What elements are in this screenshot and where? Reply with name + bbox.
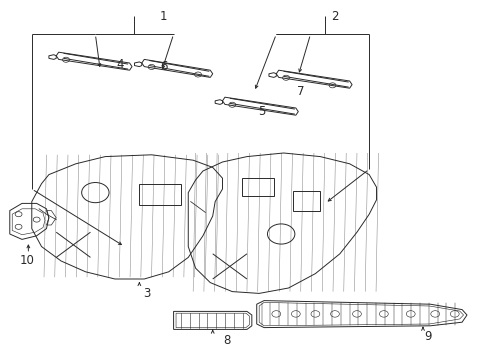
Text: 5: 5 — [257, 105, 265, 118]
Text: 7: 7 — [296, 85, 304, 98]
Text: 10: 10 — [20, 255, 34, 267]
Text: 1: 1 — [160, 10, 167, 23]
Text: 9: 9 — [423, 330, 431, 343]
Text: 4: 4 — [116, 58, 123, 71]
Text: 2: 2 — [330, 10, 338, 23]
Text: 6: 6 — [160, 60, 167, 73]
Text: 8: 8 — [223, 334, 231, 347]
Text: 3: 3 — [142, 287, 150, 300]
